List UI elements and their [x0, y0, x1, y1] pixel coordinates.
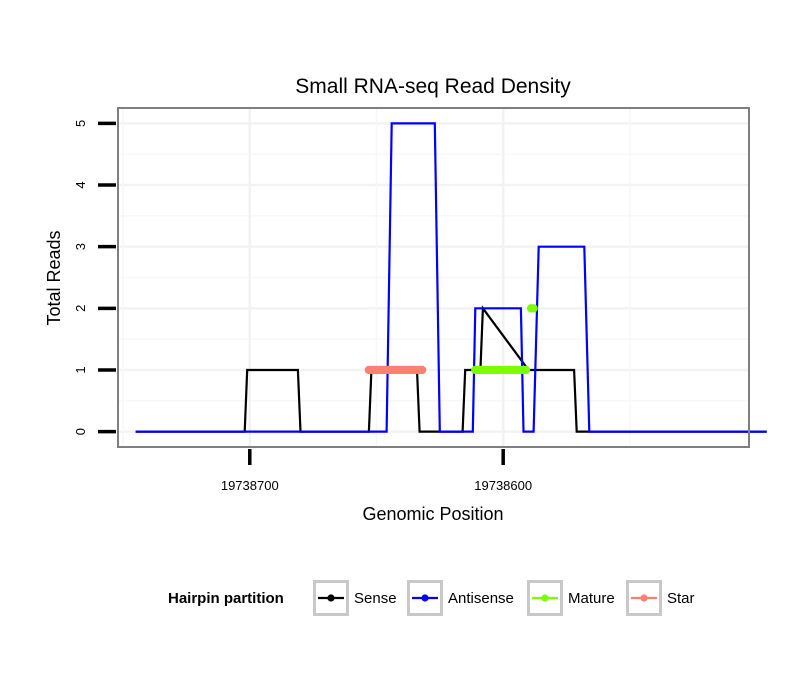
data-point-mature [521, 365, 531, 375]
y-tick-label: 5 [73, 120, 88, 127]
legend-key-point [640, 594, 648, 602]
y-tick-label: 2 [73, 305, 88, 312]
series-layer [135, 122, 767, 433]
legend-keys: Sense Antisense Mature Star [313, 580, 695, 616]
legend-key-point [327, 594, 335, 602]
plot-panel-border [117, 107, 750, 448]
legend-label: Mature [568, 590, 615, 607]
data-point-mature [529, 304, 538, 313]
y-tick-label: 4 [73, 181, 88, 188]
legend-item-mature: Mature [527, 580, 615, 616]
x-tick-label: 19738600 [474, 478, 532, 493]
x-axis-label: Genomic Position [362, 504, 503, 524]
y-tick-label: 0 [73, 428, 88, 435]
legend-item-antisense: Antisense [407, 580, 514, 616]
legend-label: Star [667, 590, 695, 607]
y-axis-label: Total Reads [44, 230, 64, 325]
y-tick-label: 1 [73, 366, 88, 373]
data-point-star [417, 365, 427, 375]
x-axis: 19738700 19738600 [221, 449, 532, 493]
legend: Hairpin partition Sense Antisense Mature St… [168, 580, 695, 616]
legend-key-point [421, 594, 429, 602]
legend-item-sense: Sense [313, 580, 397, 616]
series-line-antisense [135, 122, 767, 433]
legend-key-point [541, 594, 549, 602]
legend-label: Antisense [448, 590, 514, 607]
y-tick-label: 3 [73, 243, 88, 250]
legend-label: Sense [354, 590, 397, 607]
legend-item-star: Star [626, 580, 695, 616]
x-tick-label: 19738700 [221, 478, 279, 493]
grid-lines [118, 108, 749, 447]
legend-title: Hairpin partition [168, 590, 284, 607]
y-axis: 0 1 2 3 4 5 [73, 120, 116, 435]
chart-title: Small RNA-seq Read Density [295, 75, 571, 98]
